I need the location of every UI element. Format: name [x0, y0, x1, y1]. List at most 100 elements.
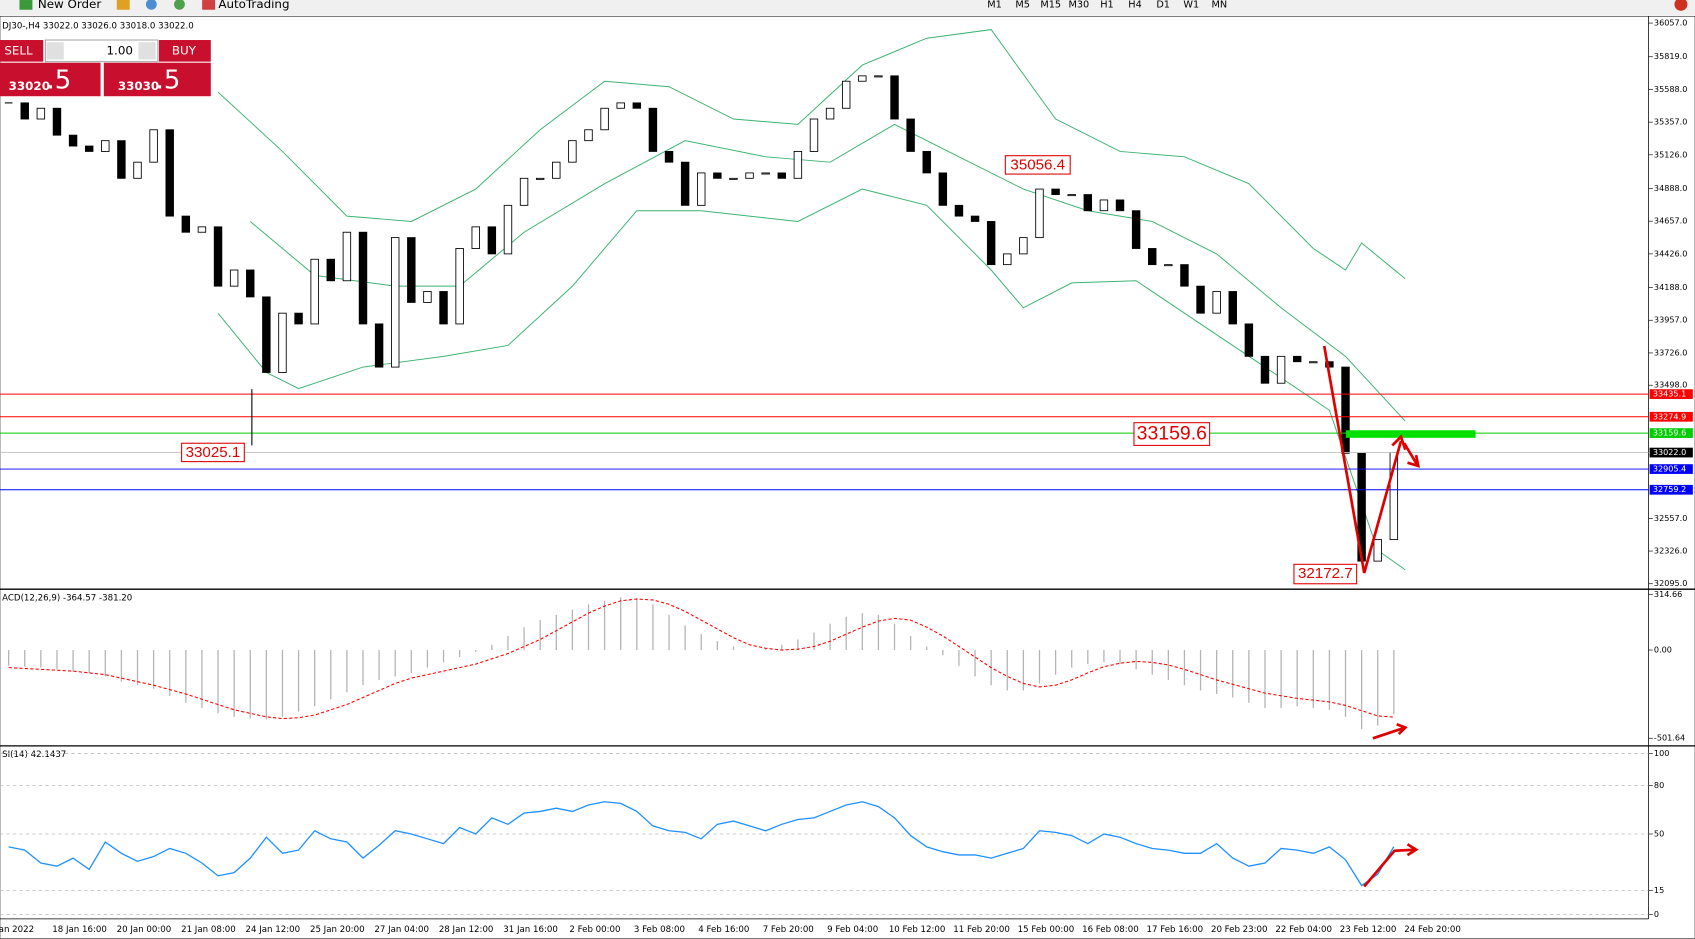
- buy-button[interactable]: [158, 40, 211, 62]
- y-tick-label: 314.66: [1654, 589, 1682, 599]
- y-tick-label: -501.64: [1654, 733, 1685, 743]
- tool-icon[interactable]: [174, 0, 185, 10]
- lot-up[interactable]: [138, 42, 156, 60]
- lot-value[interactable]: 1.00: [107, 43, 133, 57]
- candle: [584, 129, 593, 142]
- price-label-box: [1649, 464, 1693, 474]
- bollinger-band: [249, 123, 1406, 422]
- timeframe[interactable]: D1: [1156, 0, 1170, 10]
- sell-button[interactable]: [0, 40, 44, 62]
- timeframe[interactable]: M1: [987, 0, 1002, 10]
- candle: [246, 269, 255, 298]
- arrows: [1322, 345, 1421, 888]
- candle: [374, 323, 384, 368]
- timeframe[interactable]: H4: [1128, 0, 1142, 10]
- candle: [890, 75, 899, 120]
- timeframe[interactable]: MN: [1212, 0, 1228, 10]
- timeframe[interactable]: M15: [1040, 0, 1061, 10]
- macd-bar: [620, 597, 622, 651]
- sell-price-box[interactable]: [0, 62, 101, 97]
- autotrading-icon[interactable]: [202, 0, 216, 10]
- macd-bar: [491, 644, 493, 651]
- y-tick-label: 36057.0: [1654, 18, 1687, 28]
- candle: [552, 161, 561, 179]
- price-label-box: [1649, 411, 1693, 422]
- macd-bar: [1248, 650, 1250, 703]
- candle: [535, 177, 545, 180]
- bollinger-band: [217, 188, 1406, 571]
- bid-main[interactable]: 33020: [9, 79, 50, 93]
- candle: [68, 134, 78, 147]
- candle: [213, 226, 223, 287]
- candle: [20, 102, 29, 120]
- candle: [1309, 361, 1318, 364]
- arrow-head: [1407, 454, 1421, 468]
- macd-bar: [1199, 650, 1202, 691]
- annotation: 35056.4: [1010, 156, 1065, 173]
- macd-bar: [1393, 650, 1395, 715]
- macd-bar: [330, 650, 332, 700]
- x-tick-label: 2 Feb 00:00: [569, 925, 620, 935]
- timeframe[interactable]: W1: [1183, 0, 1199, 10]
- macd-bar: [1360, 650, 1363, 730]
- macd-bar: [507, 635, 509, 651]
- candle: [407, 237, 416, 303]
- candle: [793, 150, 803, 179]
- candle: [761, 172, 770, 175]
- arrow-head: [1396, 723, 1408, 735]
- new-order[interactable]: New Order: [38, 0, 102, 11]
- macd-bar: [974, 650, 976, 677]
- x-tick-label: 20 Feb 23:00: [1211, 925, 1268, 935]
- timeframe[interactable]: M30: [1068, 0, 1089, 10]
- y-tick-label: 33957.0: [1654, 315, 1687, 325]
- bid-frac[interactable]: .5: [46, 66, 71, 96]
- y-tick-label: 35819.0: [1654, 51, 1687, 61]
- lot-input[interactable]: [44, 39, 159, 63]
- x-tick-label: 7 Feb 20:00: [763, 925, 814, 935]
- sell-label[interactable]: SELL: [4, 43, 33, 57]
- arrow-head: [1391, 434, 1407, 451]
- lot-down[interactable]: [46, 42, 64, 60]
- macd-bar: [297, 650, 300, 712]
- macd-bar: [185, 650, 187, 703]
- candle: [101, 140, 110, 152]
- price-label-box: [1649, 447, 1693, 458]
- buy-label[interactable]: BUY: [172, 43, 197, 57]
- candle: [745, 172, 754, 179]
- macd-bar: [362, 650, 364, 686]
- candle: [1341, 366, 1350, 454]
- ask-frac[interactable]: .5: [156, 66, 181, 96]
- candle: [181, 215, 191, 233]
- signal-line: [8, 598, 1394, 720]
- y-tick-label: 33726.0: [1654, 347, 1687, 357]
- candle: [1148, 248, 1157, 266]
- candle: [519, 177, 529, 206]
- x-tick-label: 20 Jan 00:00: [117, 925, 172, 935]
- autotrading[interactable]: AutoTrading: [218, 0, 289, 11]
- candle: [1067, 194, 1076, 197]
- ask-main[interactable]: 33030: [118, 79, 159, 93]
- tool-icon[interactable]: [116, 0, 130, 10]
- candle: [1051, 188, 1060, 196]
- candle: [906, 118, 915, 152]
- macd-bar: [1006, 650, 1008, 691]
- tool-icon[interactable]: [145, 0, 157, 10]
- macd-bar: [797, 639, 799, 651]
- candle: [616, 102, 625, 109]
- macd-bar: [909, 635, 912, 651]
- alert-icon[interactable]: [1674, 0, 1688, 11]
- timeframe[interactable]: M5: [1015, 0, 1030, 10]
- macd-bar: [539, 620, 541, 651]
- candle: [1115, 199, 1125, 212]
- y-tick-label: 33498.0: [1654, 380, 1687, 390]
- new-order-icon[interactable]: [19, 0, 33, 10]
- macd-bar: [281, 650, 284, 717]
- buy-price-box[interactable]: [103, 62, 211, 97]
- price-label-box: [1649, 484, 1693, 495]
- timeframe[interactable]: H1: [1100, 0, 1114, 10]
- x-tick-label: 28 Jan 12:00: [439, 925, 494, 935]
- macd-bar: [1216, 650, 1218, 694]
- y-tick-label: 34657.0: [1654, 216, 1687, 226]
- annotation: 33025.1: [186, 444, 241, 461]
